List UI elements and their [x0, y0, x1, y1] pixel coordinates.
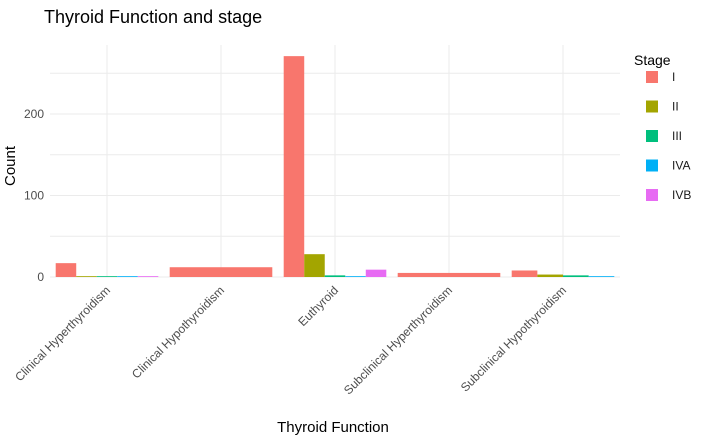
legend-label: II [672, 100, 679, 114]
bar [169, 267, 273, 277]
y-tick-labels: 0 100 200 [24, 107, 44, 284]
x-tick-labels: Clinical Hyperthyroidism Clinical Hypothy… [12, 283, 569, 397]
bar [76, 276, 97, 277]
legend-swatch [646, 71, 658, 83]
y-tick-label: 0 [37, 270, 44, 284]
legend-label: III [672, 129, 682, 143]
legend-title: Stage [634, 52, 671, 68]
bar [304, 254, 325, 277]
x-tick-label: Clinical Hypothyroidism [129, 283, 227, 381]
y-axis-title: Count [2, 145, 19, 186]
bars [55, 56, 615, 278]
bar [96, 276, 118, 277]
legend-swatch [646, 100, 658, 113]
bar [283, 56, 305, 278]
bar [537, 274, 563, 277]
bar [137, 276, 159, 277]
legend-swatch [646, 130, 658, 142]
y-tick-label: 100 [24, 189, 44, 203]
x-tick-label: Clinical Hyperthyroidism [12, 283, 113, 384]
bar [511, 270, 538, 277]
bar [588, 276, 615, 277]
chart-title: Thyroid Function and stage [44, 7, 262, 27]
bar [345, 276, 366, 277]
legend-swatch [646, 189, 658, 201]
x-tick-label: Subclinical Hypothyroidism [458, 283, 569, 394]
x-tick-label: Euthyroid [295, 283, 341, 329]
bar [397, 272, 501, 277]
bar [324, 275, 346, 277]
bar [365, 269, 387, 277]
bar [55, 263, 77, 277]
y-tick-label: 200 [24, 107, 44, 121]
gridlines [50, 45, 620, 278]
bar [117, 276, 138, 277]
legend-label: IVB [672, 188, 691, 202]
legend-label: IVA [672, 159, 690, 173]
x-axis-title: Thyroid Function [277, 419, 389, 436]
bar [563, 275, 589, 277]
x-tick-label: Subclinical Hyperthyroidism [341, 283, 455, 397]
legend-label: I [672, 70, 675, 84]
legend-swatch [646, 159, 658, 172]
